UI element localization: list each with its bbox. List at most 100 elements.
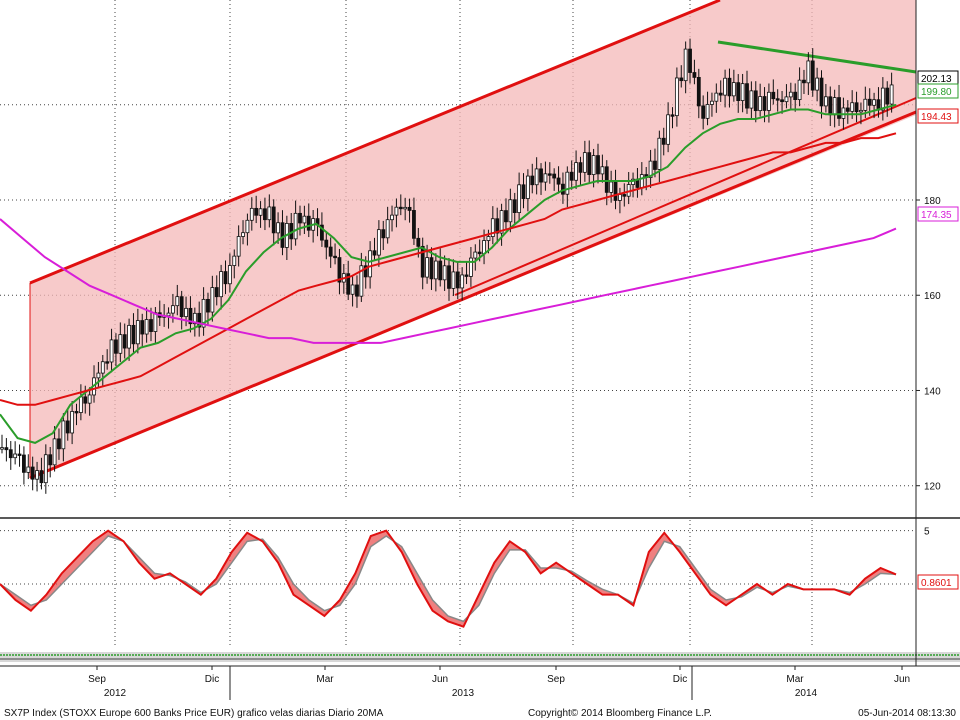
value-tag-label: 0.8601 — [921, 578, 952, 589]
candle-body — [600, 166, 605, 175]
year-label: 2012 — [104, 688, 127, 699]
candle-body — [355, 284, 359, 297]
candle-body — [622, 194, 627, 197]
value-tag-label: 194.43 — [921, 112, 952, 123]
candle-body — [639, 174, 644, 188]
candle-body — [227, 265, 232, 285]
candle-body — [376, 229, 381, 256]
candle-body — [350, 284, 355, 295]
candle-body — [609, 181, 614, 193]
candle-body — [464, 274, 469, 277]
candle-body — [521, 184, 526, 199]
candle-body — [52, 438, 57, 466]
candle-body — [815, 77, 820, 91]
candle-body — [4, 447, 9, 451]
candle-body — [114, 339, 118, 354]
candle-body — [740, 83, 745, 101]
candle-body — [556, 177, 561, 185]
candle-body — [578, 162, 583, 173]
x-tick-label: Sep — [547, 674, 565, 685]
candle-body — [30, 466, 35, 480]
candle-body — [258, 208, 263, 216]
candle-body — [118, 334, 123, 354]
candle-body — [534, 168, 539, 186]
candle-body — [613, 181, 618, 201]
candle-body — [854, 102, 859, 113]
candle-body — [762, 96, 767, 111]
x-tick-label: Mar — [316, 674, 334, 685]
y-tick-label: 160 — [924, 291, 941, 302]
candle-body — [823, 96, 828, 107]
candle-body — [223, 271, 228, 285]
osc-fast-line — [0, 529, 897, 628]
candle-body — [688, 48, 692, 73]
candle-body — [797, 79, 802, 100]
candle-body — [718, 92, 723, 96]
candle-body — [78, 396, 83, 413]
candle-body — [696, 77, 701, 107]
candle-body — [131, 324, 136, 345]
candle-body — [591, 155, 596, 175]
candle-body — [499, 210, 504, 234]
candle-body — [188, 307, 193, 325]
candle-body — [495, 218, 500, 234]
candle-body — [828, 96, 833, 116]
candle-body — [442, 265, 447, 281]
candle-body — [368, 250, 373, 278]
x-tick-label: Jun — [894, 674, 910, 685]
candle-body — [889, 84, 894, 105]
candle-body — [149, 319, 153, 332]
candle-body — [705, 104, 710, 119]
channel-inner — [454, 97, 917, 296]
volume-strip — [0, 652, 960, 662]
candle-body — [328, 246, 333, 257]
candle-body — [22, 454, 26, 473]
candle-body — [775, 98, 780, 101]
candle-body — [753, 90, 758, 112]
candle-body — [872, 99, 876, 106]
candle-body — [87, 394, 92, 404]
candle-body — [525, 175, 530, 199]
candle-body — [863, 98, 868, 111]
candle-body — [280, 222, 285, 248]
candle-body — [657, 137, 662, 170]
footer-copyright: Copyright© 2014 Bloomberg Finance L.P. — [528, 708, 712, 719]
candle-body — [346, 273, 351, 295]
candle-body — [26, 466, 31, 473]
candle-body — [793, 91, 798, 100]
candle-body — [70, 411, 75, 434]
candle-body — [197, 312, 202, 328]
x-tick-label: Dic — [205, 674, 219, 685]
osc-fill — [0, 530, 896, 627]
footer-title: SX7P Index (STOXX Europe 600 Banks Price… — [4, 708, 384, 719]
candle-body — [547, 173, 552, 176]
price-candles — [0, 38, 894, 494]
candle-body — [293, 212, 298, 240]
candle-body — [504, 210, 508, 223]
moving-averages — [0, 103, 897, 444]
candle-body — [420, 245, 425, 278]
candle-body — [179, 296, 184, 318]
candle-body — [306, 215, 311, 231]
candle-body — [469, 257, 473, 277]
candle-body — [745, 83, 749, 109]
line-ma_green — [0, 103, 897, 444]
candle-body — [337, 257, 342, 283]
candle-body — [880, 87, 885, 111]
candle-body — [714, 92, 719, 102]
candle-body — [723, 77, 727, 96]
candle-body — [57, 438, 61, 450]
candle-body — [618, 194, 622, 201]
x-tick-label: Mar — [786, 674, 804, 685]
candle-body — [267, 206, 272, 221]
value-tag-box — [917, 108, 959, 124]
candle-body — [140, 320, 145, 335]
candle-body — [710, 100, 714, 105]
candle-body — [552, 173, 557, 179]
candle-body — [837, 97, 841, 119]
candle-body — [819, 77, 824, 107]
candle-body — [810, 60, 815, 91]
candle-body — [109, 339, 114, 363]
candle-body — [460, 274, 465, 289]
